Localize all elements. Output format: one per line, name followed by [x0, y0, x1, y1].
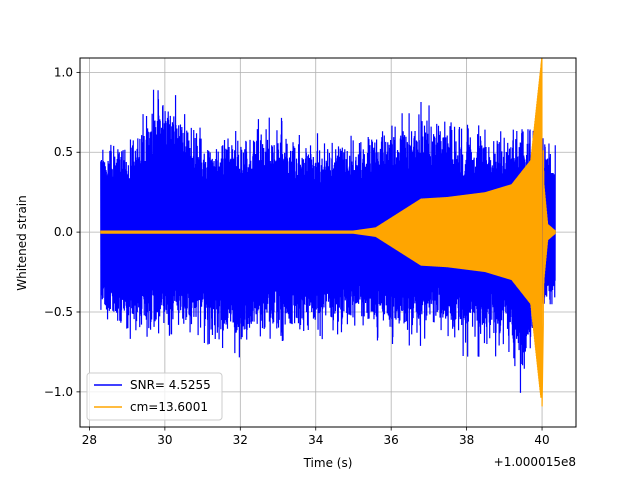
- series-layer: [100, 58, 556, 407]
- x-tick-label: 40: [534, 433, 549, 447]
- x-axis-label: Time (s): [303, 456, 353, 470]
- series-line-cm: [100, 58, 556, 407]
- x-tick-label: 28: [82, 433, 97, 447]
- x-offset-label: +1.000015e8: [494, 455, 576, 469]
- y-axis-label: Whitened strain: [15, 195, 29, 291]
- y-tick-label: 1.0: [54, 65, 73, 79]
- plot-frame: [79, 57, 577, 428]
- x-tick-label: 34: [308, 433, 323, 447]
- y-tick-label: 0.0: [54, 225, 73, 239]
- legend-label-snr: SNR= 4.5255: [130, 378, 211, 392]
- legend: SNR= 4.5255 cm=13.6001: [86, 372, 223, 421]
- y-tick-label: −1.0: [44, 385, 73, 399]
- x-tick-label: 36: [384, 433, 399, 447]
- legend-label-cm: cm=13.6001: [130, 400, 208, 414]
- x-tick-label: 30: [157, 433, 172, 447]
- y-tick-label: 0.5: [54, 145, 73, 159]
- axis-ticks: 28 30 32 34 36 38 40 −1.0 −0.5 0.0 0.5 1.0: [44, 65, 550, 447]
- y-tick-label: −0.5: [44, 305, 73, 319]
- x-tick-label: 38: [459, 433, 474, 447]
- x-tick-label: 32: [233, 433, 248, 447]
